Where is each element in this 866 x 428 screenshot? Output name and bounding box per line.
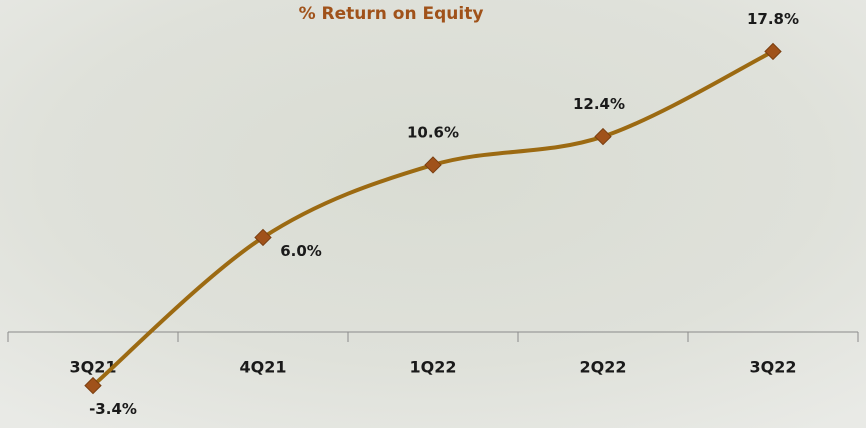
x-tick-label: 3Q22 bbox=[750, 358, 797, 377]
data-label: 12.4% bbox=[573, 95, 625, 113]
data-label: 17.8% bbox=[747, 10, 799, 28]
data-label: 6.0% bbox=[280, 242, 322, 260]
x-tick-label: 1Q22 bbox=[410, 358, 457, 377]
point-marker bbox=[254, 228, 272, 247]
point-marker bbox=[424, 156, 442, 174]
point-marker bbox=[594, 127, 612, 146]
chart-title: % Return on Equity bbox=[299, 4, 484, 24]
data-label: -3.4% bbox=[89, 400, 137, 418]
x-tick-label: 3Q21 bbox=[70, 358, 117, 377]
data-label: 10.6% bbox=[407, 123, 459, 141]
point-marker bbox=[84, 376, 102, 395]
x-tick-label: 4Q21 bbox=[240, 358, 287, 377]
point-marker bbox=[764, 42, 782, 61]
x-tick-label: 2Q22 bbox=[580, 358, 627, 377]
